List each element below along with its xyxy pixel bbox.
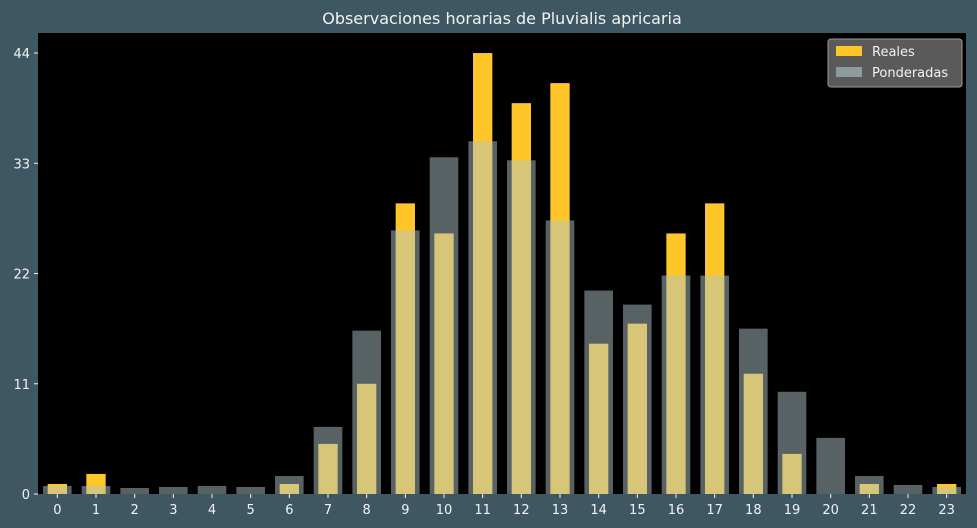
bar-ponderadas-12 bbox=[507, 160, 536, 494]
x-tick-label: 16 bbox=[668, 503, 685, 518]
bar-ponderadas-18 bbox=[739, 328, 768, 494]
x-tick-label: 10 bbox=[436, 503, 453, 518]
x-tick-label: 11 bbox=[474, 503, 491, 518]
x-tick-label: 15 bbox=[629, 503, 646, 518]
bar-ponderadas-9 bbox=[391, 230, 420, 494]
x-tick-label: 8 bbox=[363, 503, 371, 518]
bar-ponderadas-5 bbox=[236, 486, 265, 494]
bar-ponderadas-14 bbox=[584, 290, 613, 494]
chart-title: Observaciones horarias de Pluvialis apri… bbox=[322, 9, 682, 28]
legend-swatch-reales bbox=[836, 46, 862, 56]
x-tick-label: 19 bbox=[784, 503, 801, 518]
legend-label-ponderadas: Ponderadas bbox=[872, 66, 948, 81]
y-tick-label: 11 bbox=[13, 378, 30, 393]
bar-ponderadas-2 bbox=[120, 487, 149, 494]
bar-ponderadas-21 bbox=[855, 475, 884, 494]
x-tick-label: 7 bbox=[324, 503, 332, 518]
bar-ponderadas-19 bbox=[777, 391, 807, 494]
x-tick-label: 0 bbox=[53, 503, 61, 518]
plot-area bbox=[38, 33, 966, 494]
x-tick-label: 2 bbox=[131, 503, 139, 518]
x-tick-label: 3 bbox=[169, 503, 177, 518]
bar-ponderadas-17 bbox=[700, 275, 729, 494]
bar-ponderadas-15 bbox=[623, 304, 652, 494]
bar-ponderadas-0 bbox=[43, 485, 72, 494]
y-tick-label: 0 bbox=[22, 488, 30, 503]
bar-ponderadas-4 bbox=[197, 485, 227, 494]
x-tick-label: 9 bbox=[401, 503, 409, 518]
x-tick-label: 23 bbox=[938, 503, 955, 518]
x-tick-label: 21 bbox=[861, 503, 878, 518]
x-tick-label: 17 bbox=[706, 503, 723, 518]
bar-ponderadas-8 bbox=[352, 330, 381, 494]
bar-ponderadas-22 bbox=[893, 484, 923, 494]
legend-label-reales: Reales bbox=[872, 45, 915, 60]
bar-ponderadas-7 bbox=[313, 426, 343, 494]
x-tick-label: 13 bbox=[552, 503, 569, 518]
x-tick-label: 20 bbox=[822, 503, 839, 518]
x-tick-label: 4 bbox=[208, 503, 216, 518]
x-tick-label: 22 bbox=[900, 503, 917, 518]
bar-ponderadas-1 bbox=[81, 485, 111, 494]
x-tick-label: 5 bbox=[247, 503, 255, 518]
bar-ponderadas-3 bbox=[159, 486, 188, 494]
x-tick-label: 18 bbox=[745, 503, 762, 518]
bar-ponderadas-11 bbox=[468, 141, 497, 494]
y-tick-label: 22 bbox=[13, 268, 30, 283]
bar-ponderadas-10 bbox=[429, 157, 459, 494]
legend: Reales Ponderadas bbox=[827, 38, 963, 88]
y-tick-label: 44 bbox=[13, 47, 30, 62]
y-tick-label: 33 bbox=[13, 157, 30, 172]
bars-ponderadas bbox=[43, 141, 961, 494]
bar-ponderadas-6 bbox=[275, 475, 304, 494]
x-tick-label: 12 bbox=[513, 503, 530, 518]
y-axis: 0 11 22 33 44 bbox=[13, 47, 38, 503]
bar-ponderadas-16 bbox=[661, 275, 691, 494]
bar-ponderadas-13 bbox=[545, 220, 575, 494]
bar-ponderadas-20 bbox=[816, 437, 845, 494]
x-axis: 0 1 2 3 4 5 6 7 8 9 10 11 12 13 14 15 16 17 18 19 20 21 22 23 bbox=[53, 494, 955, 518]
x-tick-label: 6 bbox=[285, 503, 293, 518]
x-tick-label: 1 bbox=[92, 503, 100, 518]
x-tick-label: 14 bbox=[590, 503, 607, 518]
bar-ponderadas-23 bbox=[932, 486, 961, 494]
legend-swatch-ponderadas bbox=[836, 67, 862, 77]
